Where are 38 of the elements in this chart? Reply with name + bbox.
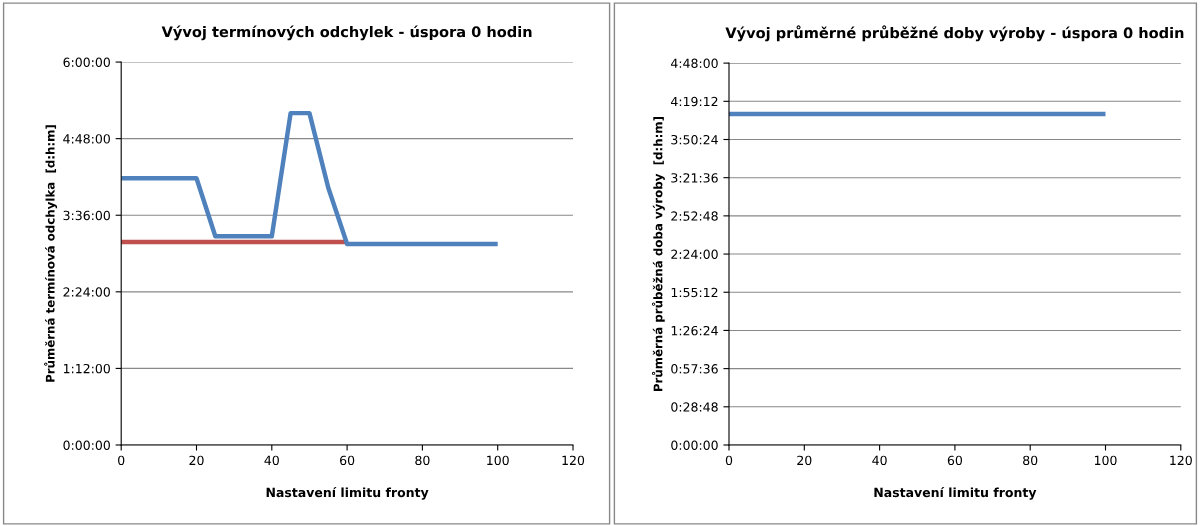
y-tick-label: 3:36:00 (63, 210, 110, 221)
y-tick-label: 0:00:00 (63, 440, 110, 450)
x-tick-label: 80 (415, 455, 430, 466)
y-tick-label: 4:48:00 (671, 58, 718, 69)
x-tick-label: 40 (264, 455, 279, 466)
y-axis-title: Průměrná termínová odchylka [d:h:m] (44, 125, 58, 382)
x-axis-title: Nastavení limitu fronty (266, 486, 429, 500)
y-tick-label: 1:26:24 (671, 325, 718, 336)
y-tick-label: 0:28:48 (671, 402, 718, 412)
y-tick-label: 0:00:00 (671, 440, 718, 450)
x-tick-label: 20 (797, 455, 812, 466)
x-tick-label: 0 (725, 455, 733, 466)
x-tick-label: 100 (487, 455, 509, 466)
y-tick-label: 3:50:24 (671, 134, 718, 145)
x-tick-label: 120 (562, 455, 585, 466)
y-tick-label: 2:24:00 (63, 287, 110, 297)
y-tick-label: 4:19:12 (671, 96, 718, 107)
x-tick-label: 80 (1023, 455, 1038, 466)
chart-title: Vývoj termínových odchylek - úspora 0 hodin (161, 25, 532, 41)
y-tick-label: 2:52:48 (671, 211, 718, 221)
y-tick-label: 1:55:12 (671, 287, 718, 298)
y-tick-label: 1:12:00 (63, 363, 110, 374)
y-tick-label: 0:57:36 (671, 364, 718, 374)
x-tick-label: 20 (189, 455, 204, 466)
x-tick-label: 60 (947, 455, 963, 466)
y-axis-title: Průměrná průběžná doba výroby [d:h:m] (651, 117, 665, 392)
x-tick-label: 40 (872, 455, 887, 466)
chart-title: Vývoj průměrné průběžné doby výroby - úspora 0 hodin (725, 25, 1184, 42)
x-tick-label: 60 (340, 455, 355, 466)
y-tick-label: 2:24:00 (671, 249, 718, 259)
x-axis-title: Nastavení limitu fronty (874, 486, 1037, 500)
y-tick-label: 4:48:00 (63, 134, 110, 144)
x-tick-label: 100 (1094, 455, 1117, 466)
line-series (121, 110, 500, 247)
x-tick-label: 0 (118, 455, 125, 466)
x-tick-label: 120 (1170, 455, 1192, 466)
y-tick-label: 6:00:00 (63, 57, 110, 67)
y-tick-label: 3:21:36 (671, 173, 718, 183)
